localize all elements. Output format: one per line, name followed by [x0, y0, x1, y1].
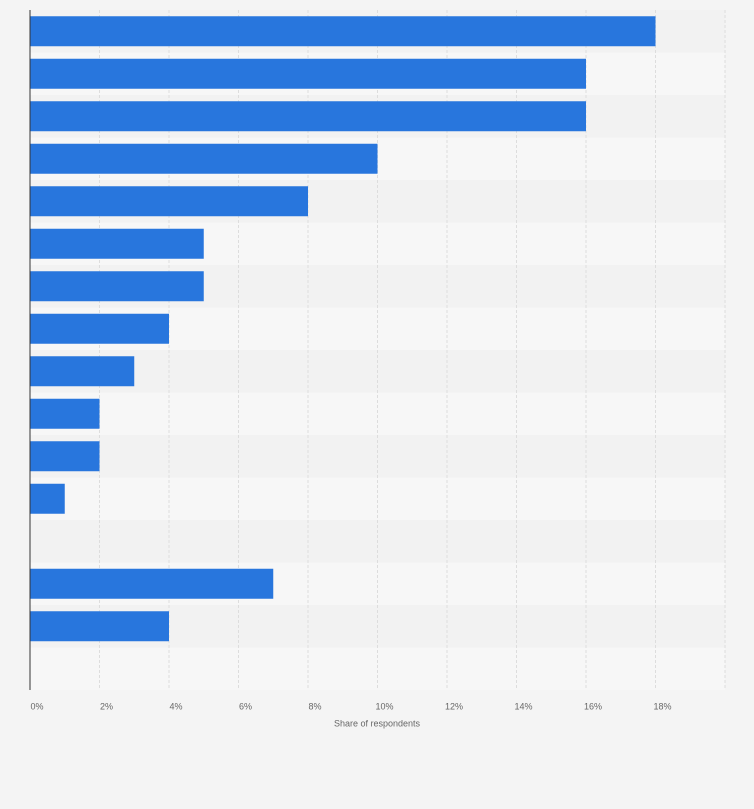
x-tick-label: 4%	[169, 701, 182, 711]
bar	[30, 483, 65, 514]
row-band	[30, 647, 725, 690]
x-tick-label: 16%	[584, 701, 602, 711]
x-axis-title: Share of respondents	[334, 718, 421, 728]
x-tick-label: 0%	[30, 701, 43, 711]
bar	[30, 611, 169, 642]
x-tick-label: 14%	[514, 701, 532, 711]
bar	[30, 271, 204, 302]
bar	[30, 398, 100, 429]
bar	[30, 58, 586, 89]
bar	[30, 356, 135, 387]
x-tick-label: 6%	[239, 701, 252, 711]
row-band	[30, 392, 725, 435]
x-tick-label: 18%	[653, 701, 671, 711]
bar	[30, 313, 169, 344]
bar	[30, 101, 586, 132]
bar	[30, 228, 204, 259]
bar	[30, 568, 274, 599]
bar	[30, 16, 656, 47]
x-tick-label: 2%	[100, 701, 113, 711]
x-tick-label: 10%	[375, 701, 393, 711]
x-tick-label: 8%	[308, 701, 321, 711]
row-band	[30, 477, 725, 520]
bar	[30, 186, 308, 217]
bar	[30, 143, 378, 174]
bar	[30, 441, 100, 472]
x-tick-label: 12%	[445, 701, 463, 711]
